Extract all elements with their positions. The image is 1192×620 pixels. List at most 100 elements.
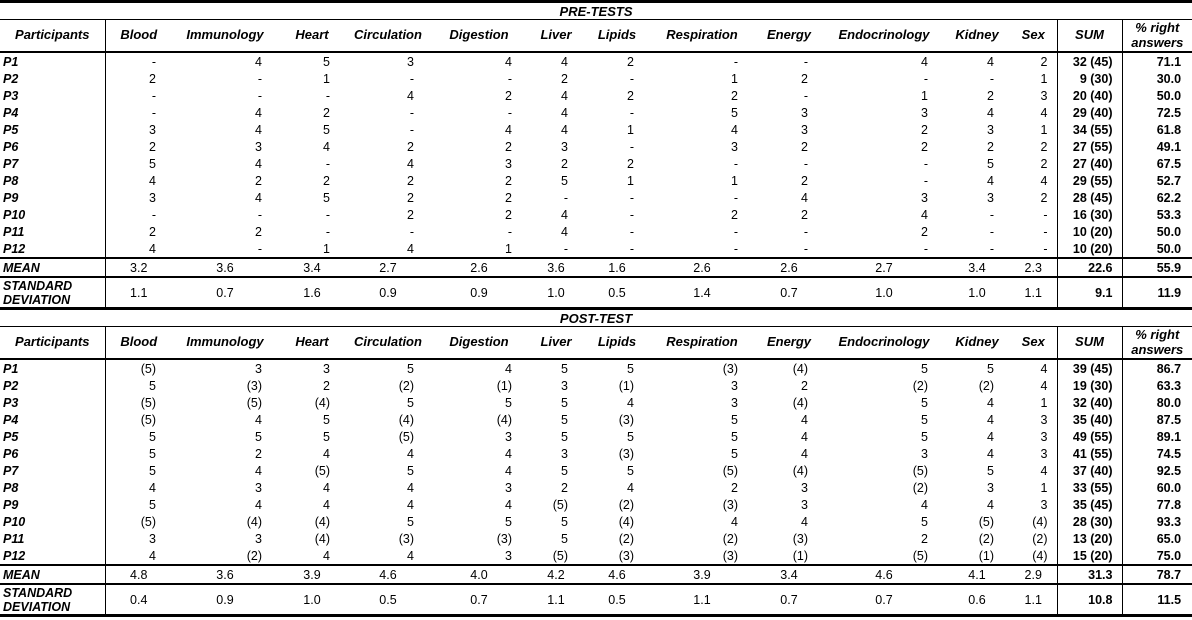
score-cell: 3.4 [944, 257, 1010, 278]
score-cell: - [629, 71, 634, 86]
score-cell: 4 [801, 190, 808, 205]
score-cell: 4 [1040, 463, 1048, 478]
score-cell: 3 [987, 190, 994, 205]
score-cell: 4 [407, 446, 414, 461]
participant-label: P11 [0, 530, 106, 547]
score-cell: (2) [978, 378, 994, 393]
score-cell: 3 [1040, 446, 1048, 461]
score-cell: 1 [921, 88, 928, 103]
score-cell: - [803, 156, 808, 171]
sum-cell: 27 (55) [1056, 138, 1122, 155]
score-cell: 5 [627, 463, 634, 478]
score-cell: 5 [561, 531, 568, 546]
score-cell: 2 [801, 173, 808, 188]
score-cell: 1.4 [693, 285, 711, 300]
table-row: P3 (5) (5) (4) 5 5 5 4 3 (4) 5 4 1 32 (40) 80.0 [0, 394, 1192, 411]
score-cell: 2.6 [754, 257, 824, 278]
participant-label: P2 [0, 70, 106, 87]
score-cell: 2 [921, 224, 928, 239]
score-cell: 2.6 [650, 257, 754, 278]
score-cell: 0.9 [379, 285, 397, 300]
score-cell: 2 [255, 446, 262, 461]
score-cell: 4 [987, 395, 994, 410]
score-cell: 1 [1040, 480, 1048, 495]
column-header: SUM [1056, 19, 1122, 53]
score-cell: - [257, 241, 262, 256]
column-header: Circulation [346, 19, 430, 53]
score-cell: 1.0 [547, 285, 565, 300]
score-cell: - [803, 224, 808, 239]
score-cell: 4 [255, 156, 262, 171]
score-cell: 3 [1040, 497, 1048, 512]
participant-label: P3 [0, 87, 106, 104]
score-cell: 5 [921, 395, 928, 410]
score-cell: 2 [149, 71, 156, 86]
score-cell: 4 [407, 480, 414, 495]
table-row: P10 (5) (4) (4) 5 5 5 (4) 4 4 5 (5) (4) 28 (30) 93.3 [0, 513, 1192, 530]
score-cell: 3.9 [278, 564, 346, 585]
score-cell: (3) [618, 446, 634, 461]
table-title-row: PRE-TESTS [0, 1, 1192, 20]
percent-cell: 63.3 [1121, 377, 1192, 394]
sum-cell: 9.1 [1056, 277, 1122, 309]
mean-label: MEAN [0, 564, 106, 585]
sum-cell: 10 (20) [1056, 223, 1122, 240]
sum-cell: 13 (20) [1056, 530, 1122, 547]
table-row: P8 4 2 2 2 2 5 1 1 2 - 4 4 29 (55) 52.7 [0, 172, 1192, 189]
score-cell: 1.6 [584, 257, 650, 278]
participant-label: P12 [0, 240, 106, 258]
score-cell: 2 [1040, 156, 1048, 171]
score-cell: 4 [407, 497, 414, 512]
score-cell: - [563, 241, 568, 256]
column-header: Heart [278, 19, 346, 53]
score-cell: 2 [801, 378, 808, 393]
score-cell: 2 [407, 190, 414, 205]
score-cell: 3 [149, 531, 156, 546]
score-cell: 3.4 [278, 257, 346, 278]
participant-label: P6 [0, 445, 106, 462]
sd-label: STANDARD DEVIATION [0, 584, 106, 616]
score-cell: (2) [912, 378, 928, 393]
score-cell: 1.0 [875, 285, 893, 300]
score-cell: 5 [731, 412, 738, 427]
score-cell: 4 [731, 514, 738, 529]
score-cell: - [923, 156, 928, 171]
participant-label: P9 [0, 496, 106, 513]
score-cell: 3 [731, 139, 738, 154]
mean-row: MEAN 4.8 3.6 3.9 4.6 4.0 4.2 4.6 3.9 3.4 4.6 4.1 2.9… [0, 564, 1192, 585]
score-cell: (5) [722, 463, 738, 478]
sum-cell: 29 (55) [1056, 172, 1122, 189]
score-cell: 4 [561, 105, 568, 120]
score-cell: - [257, 71, 262, 86]
score-cell: - [563, 190, 568, 205]
score-cell: 3 [505, 480, 512, 495]
percent-cell: 89.1 [1121, 428, 1192, 445]
score-cell: 2 [801, 71, 808, 86]
score-cell: 2 [407, 207, 414, 222]
percent-cell: 60.0 [1121, 479, 1192, 496]
percent-cell: 11.9 [1121, 277, 1192, 309]
percent-cell: 67.5 [1121, 155, 1192, 172]
score-cell: 5 [407, 514, 414, 529]
score-cell: 4 [801, 412, 808, 427]
score-cell: (5) [314, 463, 330, 478]
score-cell: 2 [987, 139, 994, 154]
score-cell: 3 [255, 139, 262, 154]
score-cell: 4 [407, 241, 414, 256]
column-header: Endocrinology [824, 19, 944, 53]
score-cell: 1.0 [968, 285, 986, 300]
score-cell: 0.6 [968, 592, 986, 607]
score-cell: 2.6 [430, 257, 528, 278]
score-cell: 3.6 [528, 257, 584, 278]
sum-cell: 10 (20) [1056, 240, 1122, 258]
score-cell: 4 [255, 105, 262, 120]
score-cell: 3.2 [105, 257, 172, 278]
score-cell: 5 [505, 395, 512, 410]
score-cell: 4 [561, 88, 568, 103]
score-cell: 4 [801, 446, 808, 461]
score-cell: (4) [398, 412, 414, 427]
table-title: POST-TEST [0, 310, 1192, 327]
column-header: Digestion [430, 19, 528, 53]
score-cell: 0.7 [875, 592, 893, 607]
score-cell: 2.3 [1010, 257, 1057, 278]
